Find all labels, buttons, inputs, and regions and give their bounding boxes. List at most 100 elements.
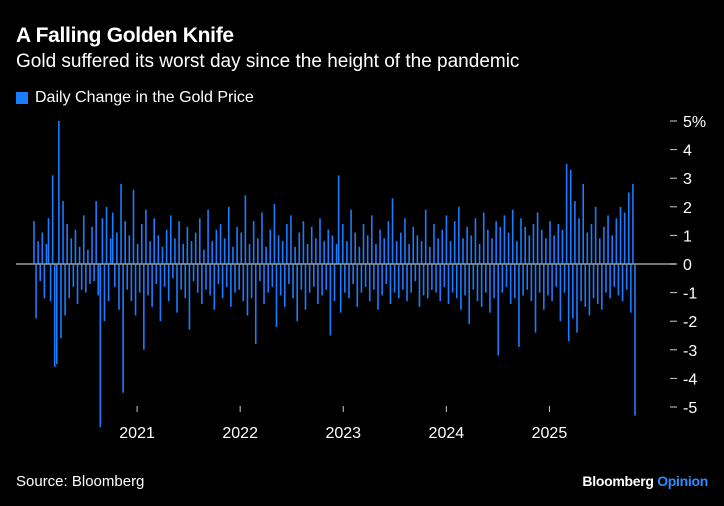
bar xyxy=(526,264,529,290)
bar xyxy=(557,223,560,264)
bar xyxy=(209,264,211,296)
bar xyxy=(43,264,46,299)
bar xyxy=(261,212,263,264)
bar xyxy=(470,235,473,264)
bar xyxy=(356,264,359,307)
bar xyxy=(453,221,456,264)
bar xyxy=(45,243,48,264)
bar xyxy=(136,243,139,264)
bar xyxy=(298,232,301,264)
y-tick-label: -2 xyxy=(683,314,697,331)
bar xyxy=(213,264,216,310)
bar xyxy=(373,264,375,290)
bar xyxy=(449,241,452,264)
bar xyxy=(37,241,39,264)
bar xyxy=(147,264,149,296)
bar xyxy=(335,243,338,264)
bar xyxy=(273,203,276,264)
bar xyxy=(601,264,603,310)
bar xyxy=(49,264,52,302)
bar xyxy=(315,238,317,264)
bar xyxy=(203,249,205,264)
bar xyxy=(511,209,514,264)
bar xyxy=(172,264,174,279)
bar xyxy=(424,209,427,264)
bar xyxy=(540,229,543,264)
bar xyxy=(520,218,522,264)
bar xyxy=(76,264,79,305)
legend: Daily Change in the Gold Price xyxy=(16,89,254,107)
bar xyxy=(555,264,558,287)
bar xyxy=(134,264,137,316)
bar xyxy=(304,264,307,310)
bar xyxy=(551,264,553,302)
bar xyxy=(368,264,371,302)
bar xyxy=(72,264,75,287)
bar xyxy=(462,238,464,264)
bar xyxy=(572,264,574,319)
bar xyxy=(323,241,325,264)
bar xyxy=(625,264,628,290)
bar xyxy=(613,264,616,287)
bar xyxy=(201,264,203,305)
bar xyxy=(472,264,475,290)
bar xyxy=(395,241,398,264)
bar xyxy=(277,235,280,264)
bar xyxy=(190,241,193,264)
bar xyxy=(337,175,340,264)
bar xyxy=(545,238,547,264)
bar xyxy=(364,264,367,287)
bar xyxy=(97,264,100,296)
bar xyxy=(563,264,566,293)
bar xyxy=(310,226,313,264)
bar xyxy=(607,215,609,264)
bar xyxy=(167,264,170,302)
bar xyxy=(582,183,584,264)
bar xyxy=(385,264,388,285)
x-tick-label: 2025 xyxy=(532,425,568,442)
bar xyxy=(219,223,222,264)
bar xyxy=(516,241,518,264)
bar xyxy=(623,212,626,264)
bar xyxy=(306,243,309,264)
bar xyxy=(254,264,257,345)
bar xyxy=(271,264,274,287)
bar xyxy=(151,264,153,307)
bar xyxy=(248,243,251,264)
bar xyxy=(161,246,164,264)
bar xyxy=(524,226,526,264)
bar xyxy=(507,232,510,264)
bar xyxy=(184,264,187,299)
bar xyxy=(543,264,545,310)
bar xyxy=(455,264,458,299)
bar xyxy=(163,264,166,287)
bar xyxy=(371,215,373,264)
bar xyxy=(126,264,129,290)
bar xyxy=(130,264,133,302)
bar xyxy=(211,241,214,264)
bar xyxy=(176,264,178,313)
bar xyxy=(400,232,402,264)
logo-brand: Bloomberg xyxy=(582,473,654,489)
bar xyxy=(476,264,479,302)
bar xyxy=(207,209,209,264)
bar xyxy=(153,218,155,264)
bar xyxy=(91,226,93,264)
bar xyxy=(68,264,71,299)
bar xyxy=(62,201,64,264)
bar xyxy=(422,264,425,296)
bar xyxy=(377,264,379,310)
bars xyxy=(33,121,636,428)
bar xyxy=(300,264,303,290)
bar xyxy=(155,264,158,285)
bar xyxy=(538,264,541,293)
bar xyxy=(244,195,247,264)
bar xyxy=(93,264,95,282)
bar xyxy=(217,264,220,285)
bar xyxy=(329,264,332,336)
bar xyxy=(257,238,259,264)
bar xyxy=(145,209,147,264)
bar xyxy=(514,264,516,299)
bar xyxy=(327,229,330,264)
bar xyxy=(634,264,636,416)
